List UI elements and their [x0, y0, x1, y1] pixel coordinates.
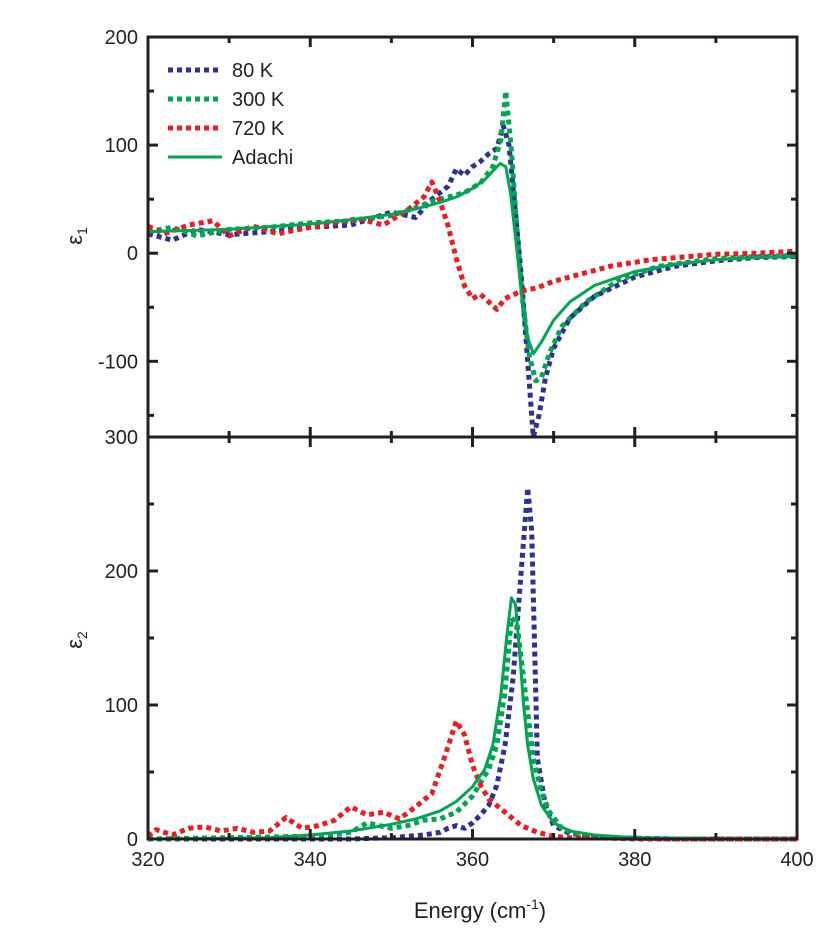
legend-label-80k: 80 K — [232, 60, 274, 82]
bottom-y-tick-label: 100 — [105, 695, 138, 717]
top-y-tick-label: 0 — [127, 243, 138, 265]
x-tick-label: 320 — [131, 849, 164, 871]
x-tick-label: 380 — [618, 849, 651, 871]
x-axis-label: Energy (cm-1) — [414, 896, 546, 923]
bottom-y-tick-label: 200 — [105, 561, 138, 583]
legend-label-300k: 300 K — [232, 89, 285, 111]
top-y-axis-label-subscript: 1 — [74, 227, 90, 235]
legend: 80 K 300 K 720 K Adachi — [168, 60, 293, 169]
bottom-series-300k-line — [147, 615, 797, 842]
top-series-group — [146, 88, 798, 440]
x-tick-label: 400 — [780, 849, 813, 871]
bottom-series-80k-line — [148, 485, 797, 842]
bottom-series-group — [146, 485, 798, 842]
bottom-panel: 0 100 200 300 320 340 360 380 400 ε2 Energy (cm-… — [62, 427, 814, 923]
top-y-axis-label: ε1 — [62, 227, 90, 245]
x-axis-label-close: ) — [539, 898, 546, 923]
bottom-y-axis-label-symbol: ε — [62, 639, 87, 649]
top-series-80k-line — [147, 123, 798, 440]
x-tick-label: 340 — [294, 849, 327, 871]
legend-label-720k: 720 K — [232, 118, 285, 140]
top-series-adachi-line — [147, 162, 798, 356]
top-y-tick-label: 200 — [105, 27, 138, 49]
top-series-300k-line — [147, 88, 798, 384]
x-axis-label-superscript: -1 — [526, 896, 539, 912]
legend-label-adachi: Adachi — [232, 147, 293, 169]
x-axis-label-text: Energy (cm — [414, 898, 526, 923]
top-axes: -100 0 100 200 — [98, 27, 799, 439]
bottom-axes: 0 100 200 300 320 340 360 380 400 — [105, 427, 814, 871]
bottom-y-axis-label: ε2 — [62, 631, 90, 649]
top-y-tick-label: -100 — [98, 351, 138, 373]
bottom-series-adachi-line — [147, 596, 798, 841]
bottom-series-720k-line — [146, 718, 797, 842]
top-panel: -100 0 100 200 ε1 80 K 300 K 720 K Adachi — [62, 27, 799, 440]
bottom-y-tick-label: 0 — [127, 829, 138, 851]
top-y-tick-label: 100 — [105, 135, 138, 157]
x-tick-label: 360 — [456, 849, 489, 871]
bottom-y-axis-label-subscript: 2 — [74, 631, 90, 639]
bottom-plot-frame — [146, 435, 799, 841]
top-series-720k-line — [146, 179, 798, 312]
bottom-y-tick-label: 300 — [105, 427, 138, 449]
top-y-axis-label-symbol: ε — [62, 235, 87, 245]
